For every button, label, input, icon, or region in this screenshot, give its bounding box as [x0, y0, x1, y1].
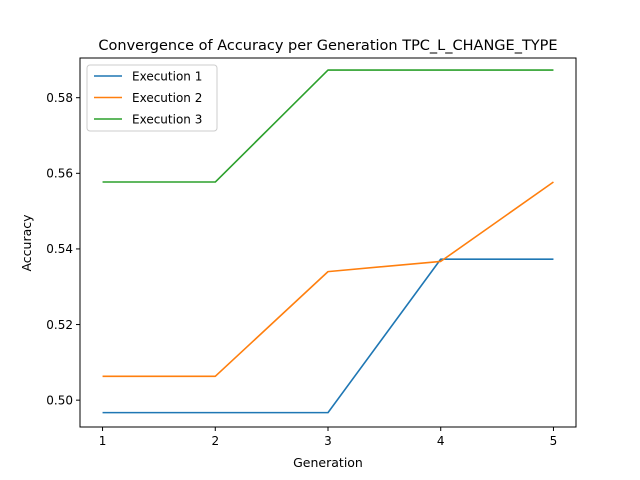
x-tick-label: 2 [211, 434, 219, 448]
series-line-execution-1 [102, 258, 554, 414]
legend-label: Execution 1 [132, 69, 202, 83]
series-line-execution-3 [102, 69, 554, 183]
x-tick-label: 1 [99, 434, 107, 448]
x-tick-label: 3 [324, 434, 332, 448]
x-tick-label: 4 [437, 434, 445, 448]
x-axis: 1 2 3 4 5 [99, 427, 558, 448]
series-line-execution-2 [102, 181, 554, 378]
legend-label: Execution 2 [132, 91, 202, 105]
legend: Execution 1 Execution 2 Execution 3 [86, 64, 218, 132]
legend-frame [86, 64, 218, 132]
y-tick-label: 0.58 [46, 91, 73, 105]
chart-title: Convergence of Accuracy per Generation T… [98, 38, 557, 54]
x-tick-label: 5 [550, 434, 558, 448]
y-tick-label: 0.56 [46, 167, 73, 181]
y-tick-label: 0.52 [46, 318, 73, 332]
series-lines [102, 69, 554, 414]
legend-label: Execution 3 [132, 112, 202, 126]
y-tick-label: 0.54 [46, 242, 73, 256]
y-axis: 0.50 0.52 0.54 0.56 0.58 [46, 91, 80, 407]
y-tick-label: 0.50 [46, 393, 73, 407]
x-axis-label: Generation [293, 455, 363, 470]
y-axis-label: Accuracy [19, 214, 34, 272]
